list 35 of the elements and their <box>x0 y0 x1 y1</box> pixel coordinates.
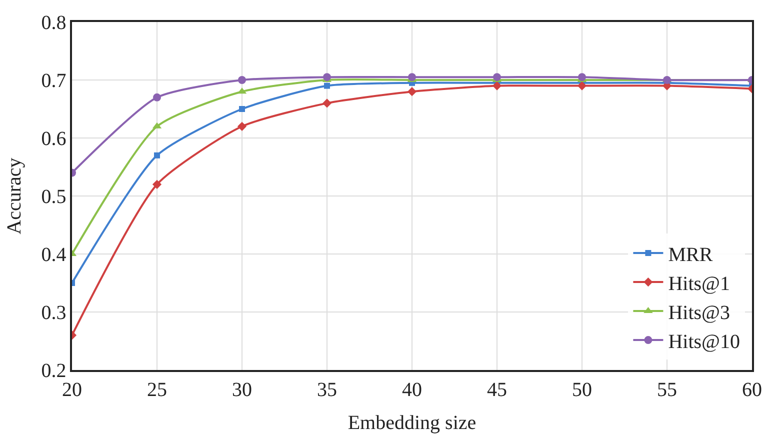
legend-label: Hits@1 <box>668 272 730 295</box>
point <box>237 122 247 131</box>
point <box>154 152 160 158</box>
y-tick-label: 0.5 <box>41 186 66 208</box>
x-tick-label: 60 <box>742 378 762 401</box>
x-tick-label: 45 <box>487 378 507 401</box>
y-tick-label: 0.4 <box>41 244 66 266</box>
y-tick-label: 0.3 <box>41 302 66 324</box>
point <box>492 81 502 90</box>
x-tick-label: 55 <box>657 378 677 401</box>
point <box>324 82 330 89</box>
point <box>238 76 246 84</box>
legend-label: Hits@3 <box>668 302 730 324</box>
legend-label: MRR <box>668 244 714 266</box>
x-tick-label: 40 <box>402 378 422 401</box>
point <box>493 73 501 82</box>
point <box>408 73 416 82</box>
y-tick-label: 0.8 <box>41 12 66 34</box>
point <box>239 106 245 112</box>
y-tick-label: 0.6 <box>41 128 66 150</box>
y-tick-label: 0.7 <box>41 70 66 92</box>
x-tick-label: 30 <box>232 378 252 401</box>
y-axis-title: Accuracy <box>3 158 26 234</box>
point <box>407 87 417 96</box>
point <box>578 73 586 82</box>
point <box>577 81 587 90</box>
x-tick-label: 50 <box>572 378 592 401</box>
x-tick-label: 35 <box>317 378 337 401</box>
point <box>153 93 161 102</box>
point <box>322 98 332 108</box>
x-axis-title: Embedding size <box>348 412 476 434</box>
point <box>152 180 162 189</box>
x-tick-label: 25 <box>147 378 167 401</box>
point <box>323 73 331 82</box>
legend-label: Hits@10 <box>668 330 740 353</box>
